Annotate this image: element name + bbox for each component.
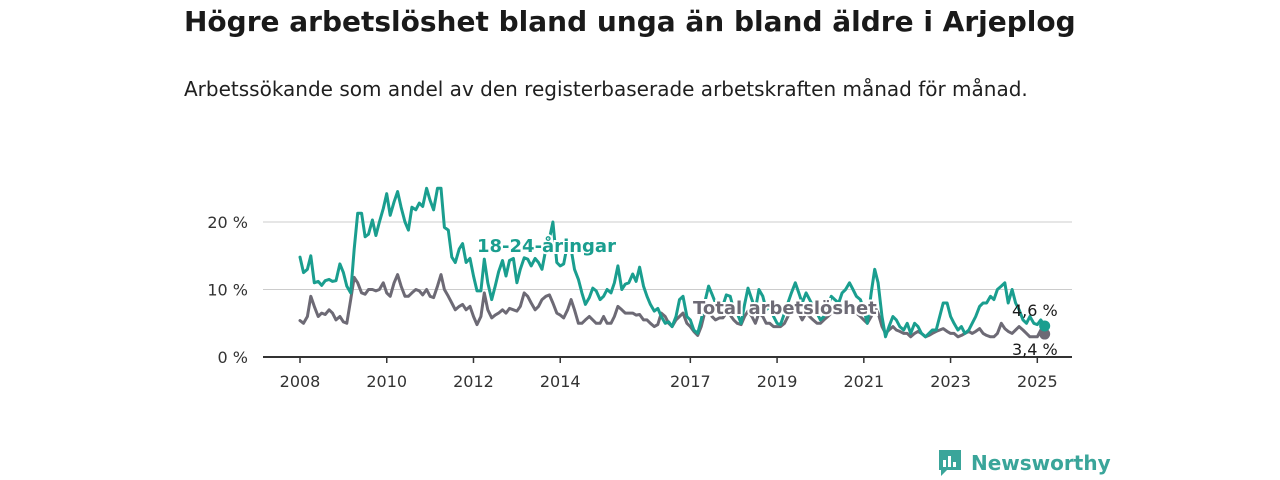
x-axis-ticks (299, 357, 1039, 363)
series-label-youth: 18-24-åringar (477, 235, 616, 257)
y-gridlines (263, 221, 1072, 358)
x-tick-label: 2012 (453, 372, 494, 391)
series-labels: 18-24-åringar Total arbetslöshet (475, 233, 879, 321)
chart-title: Högre arbetslöshet bland unga än bland ä… (184, 5, 1076, 38)
end-value-labels: 4,6 % 3,4 % (1012, 301, 1058, 359)
brand-name: Newsworthy (971, 451, 1111, 475)
x-tick-label: 2010 (366, 372, 407, 391)
x-tick-label: 2014 (540, 372, 581, 391)
x-tick-label: 2008 (280, 372, 321, 391)
y-tick-label: 20 % (207, 213, 248, 232)
x-axis-tick-labels: 2008 2010 2012 2014 2017 2019 2021 2023 2025 (280, 372, 1058, 391)
x-tick-label: 2025 (1017, 372, 1058, 391)
chart-subtitle: Arbetssökande som andel av den registerb… (184, 77, 1028, 101)
end-markers (1039, 320, 1051, 340)
y-axis-tick-labels: 0 % 10 % 20 % (207, 213, 248, 367)
x-tick-label: 2023 (930, 372, 971, 391)
x-tick-label: 2019 (757, 372, 798, 391)
line-chart: 0 % 10 % 20 % 2008 2010 2012 2014 2017 2019 2021… (207, 186, 1072, 391)
end-value-label-youth: 4,6 % (1012, 301, 1058, 320)
series-lines (298, 186, 1047, 339)
x-tick-label: 2021 (843, 372, 884, 391)
series-line-youth (298, 186, 1047, 339)
brand: Newsworthy (937, 448, 1111, 478)
y-tick-label: 0 % (218, 348, 248, 367)
end-marker-total (1039, 328, 1051, 340)
end-value-label-total: 3,4 % (1012, 340, 1058, 359)
newsworthy-logo-icon (939, 450, 961, 476)
y-tick-label: 10 % (207, 281, 248, 300)
series-label-total: Total arbetslöshet (693, 298, 877, 319)
x-tick-label: 2017 (670, 372, 711, 391)
end-marker-youth (1039, 320, 1051, 332)
